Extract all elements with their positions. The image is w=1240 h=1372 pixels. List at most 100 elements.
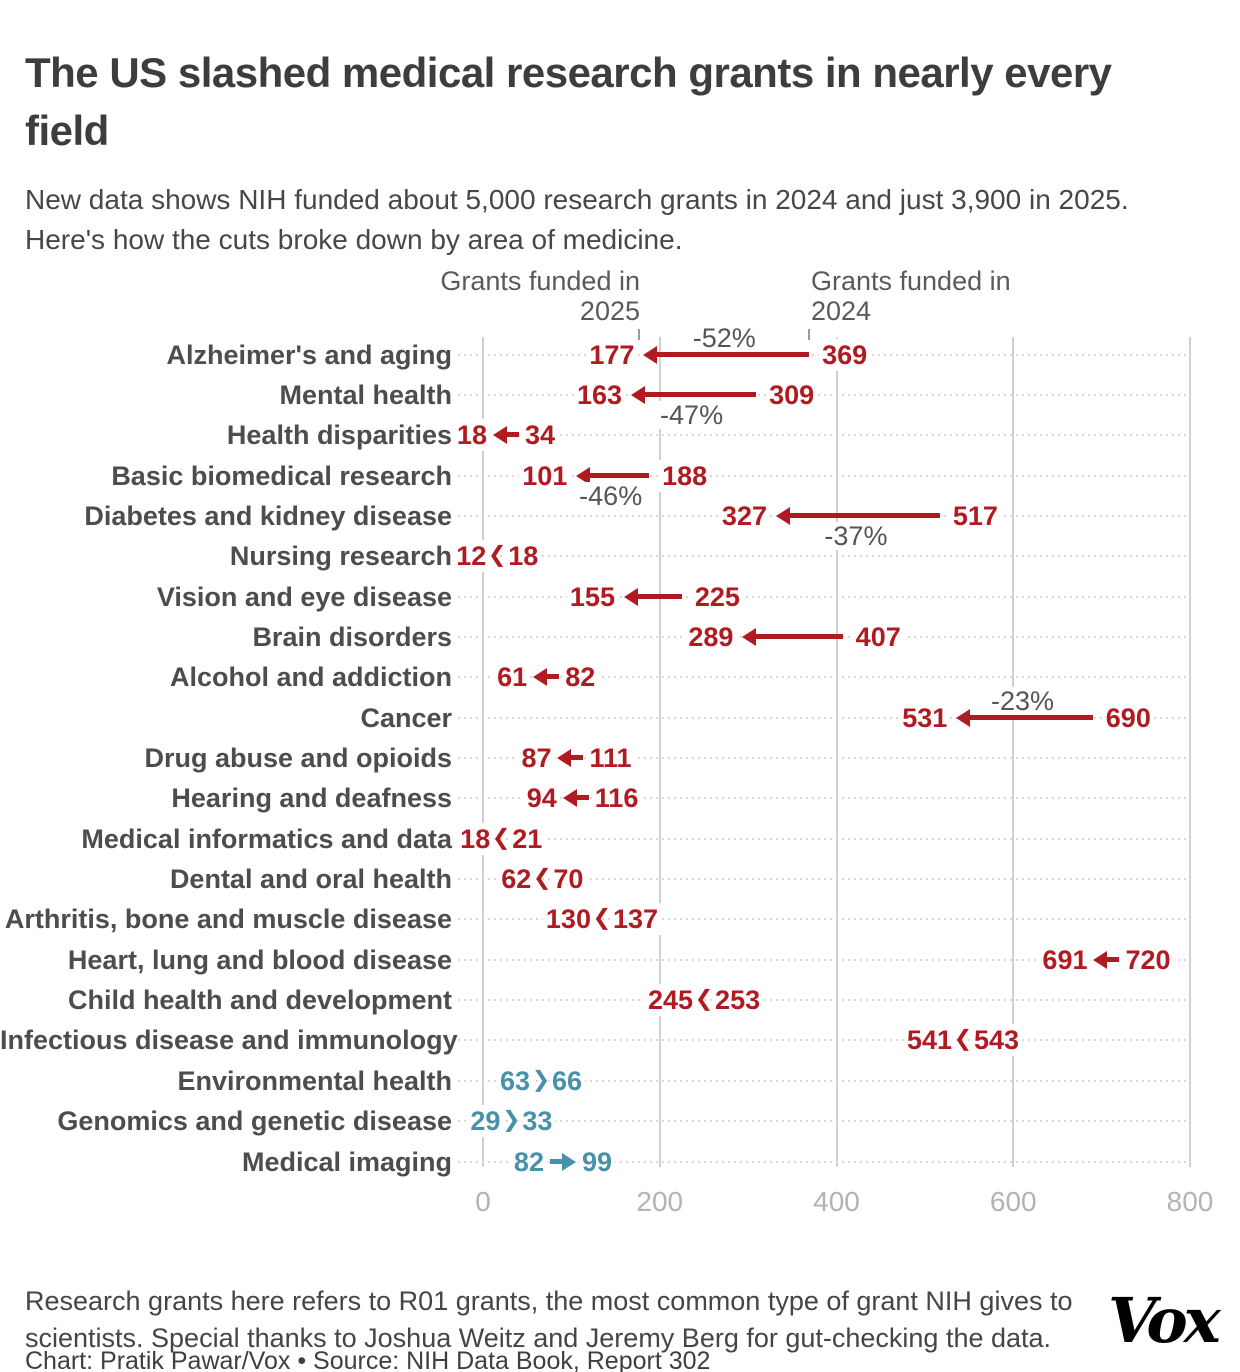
- row-label: Mental health: [279, 379, 452, 410]
- value-2024-label: 82: [510, 1145, 547, 1178]
- row-label: Diabetes and kidney disease: [84, 500, 452, 531]
- arrow-head: [1093, 950, 1108, 969]
- arrow-shaft: [1104, 956, 1120, 962]
- row-label: Drug abuse and opioids: [144, 743, 452, 773]
- arrow-shaft: [573, 795, 589, 801]
- row-label: Arthritis, bone and muscle disease: [4, 904, 452, 935]
- gridline: [1012, 337, 1015, 1167]
- row-leader: [458, 999, 1190, 1002]
- trend-decrease-chevron-icon: ❮: [492, 825, 511, 851]
- chart-footnote: Research grants here refers to R01 grant…: [25, 1286, 1073, 1353]
- arrow-shaft: [588, 472, 650, 478]
- value-2024-label: 111: [586, 742, 635, 774]
- arrow-head: [562, 789, 577, 808]
- value-2024-label: 543: [970, 1024, 1023, 1057]
- row-label: Alcohol and addiction: [170, 662, 452, 693]
- gridline: [1189, 337, 1191, 1167]
- row-leader: [458, 1039, 1190, 1042]
- value-2025-label: 155: [566, 580, 618, 613]
- x-axis-tick-label: 800: [1166, 1186, 1214, 1217]
- row-label: Genomics and genetic disease: [57, 1106, 452, 1137]
- value-2024-label: 34: [521, 419, 559, 452]
- chart-subtitle: New data shows NIH funded about 5,000 re…: [25, 184, 1129, 255]
- value-2025-label: 99: [578, 1145, 616, 1178]
- row-label: Nursing research: [229, 541, 452, 572]
- value-2024-label: 369: [819, 338, 871, 371]
- row-leader: [458, 837, 1190, 840]
- column-header-2024: Grants funded in 2024: [811, 266, 1131, 326]
- row-leader: [458, 393, 1190, 396]
- row-leader: [458, 474, 1190, 477]
- chart-credit: Chart: Pratik Pawar/Vox • Source: NIH Da…: [25, 1347, 711, 1372]
- column-header-2024-line1: Grants funded in: [811, 266, 1011, 296]
- value-2025-label: 18: [453, 419, 490, 452]
- value-2024-label: 407: [852, 620, 904, 653]
- value-2024-label: 18: [505, 540, 542, 573]
- row-leader: [458, 676, 1190, 679]
- row-label: Medical imaging: [241, 1146, 452, 1177]
- value-2025-label: 61: [494, 661, 531, 694]
- row-label: Basic biomedical research: [111, 460, 452, 491]
- row-label: Alzheimer's and aging: [166, 339, 452, 370]
- value-2024-label: 225: [691, 580, 743, 613]
- row-label: Heart, lung and blood disease: [67, 944, 452, 975]
- x-axis-tick-label: 400: [813, 1186, 860, 1217]
- value-2025-label: 94: [523, 782, 560, 815]
- row-label: Infectious disease and immunology: [0, 1025, 458, 1056]
- arrow-shaft: [503, 432, 519, 438]
- value-2025-label: 327: [718, 499, 770, 532]
- arrow-shaft: [549, 1158, 565, 1164]
- row-label: Dental and oral health: [169, 864, 452, 895]
- value-2025-label: 289: [685, 620, 737, 653]
- arrow-head: [576, 466, 591, 485]
- arrow-head: [956, 708, 971, 727]
- arrow-shaft: [754, 633, 843, 639]
- x-axis-tick-label: 600: [989, 1186, 1037, 1217]
- row-leader: [458, 878, 1190, 881]
- value-2025-label: 163: [573, 378, 626, 411]
- change-percent-label: -46%: [576, 481, 646, 510]
- arrow-head: [775, 506, 790, 525]
- row-leader: [458, 716, 1190, 719]
- arrow-shaft: [968, 714, 1093, 720]
- row-label: Medical informatics and data: [81, 823, 452, 854]
- value-2024-label: 70: [550, 863, 587, 896]
- header-tick-2025: [638, 329, 641, 340]
- value-2025-label: 62: [498, 863, 535, 896]
- column-header-2024-line2: 2024: [811, 296, 872, 326]
- trend-decrease-chevron-icon: ❮: [592, 905, 612, 931]
- arrow-head: [561, 1152, 576, 1171]
- row-label: Environmental health: [177, 1065, 452, 1096]
- arrow-head: [631, 385, 646, 404]
- arrow-shaft: [544, 674, 560, 680]
- value-2024-label: 720: [1122, 943, 1174, 976]
- row-leader: [458, 1079, 1190, 1082]
- trend-increase-chevron-icon: ❯: [502, 1107, 521, 1133]
- value-2025-label: 18: [457, 822, 494, 855]
- trend-decrease-chevron-icon: ❮: [533, 865, 552, 891]
- row-label: Health disparities: [226, 420, 452, 451]
- row-leader: [458, 1120, 1190, 1123]
- arrow-shaft: [655, 351, 810, 357]
- row-leader: [458, 918, 1190, 921]
- value-2025-label: 33: [519, 1105, 556, 1138]
- row-leader: [458, 595, 1190, 598]
- value-2025-label: 87: [518, 742, 555, 774]
- row-leader: [458, 1160, 1190, 1163]
- value-2024-label: 29: [467, 1105, 504, 1138]
- value-2024-label: 116: [591, 782, 642, 815]
- value-2025-label: 12: [453, 540, 490, 573]
- arrow-head: [643, 345, 658, 364]
- vox-logo: Vox: [1108, 1284, 1221, 1357]
- row-leader: [458, 555, 1190, 558]
- header-tick-2024: [808, 329, 811, 340]
- row-label: Child health and development: [67, 985, 452, 1016]
- gridline: [835, 337, 838, 1167]
- column-header-2025: Grants funded in 2025: [340, 266, 640, 326]
- value-2024-label: 63: [496, 1064, 533, 1097]
- value-2025-label: 541: [903, 1024, 955, 1057]
- trend-increase-chevron-icon: ❯: [531, 1067, 551, 1093]
- change-percent-label: -47%: [657, 400, 727, 429]
- trend-decrease-chevron-icon: ❮: [694, 986, 714, 1012]
